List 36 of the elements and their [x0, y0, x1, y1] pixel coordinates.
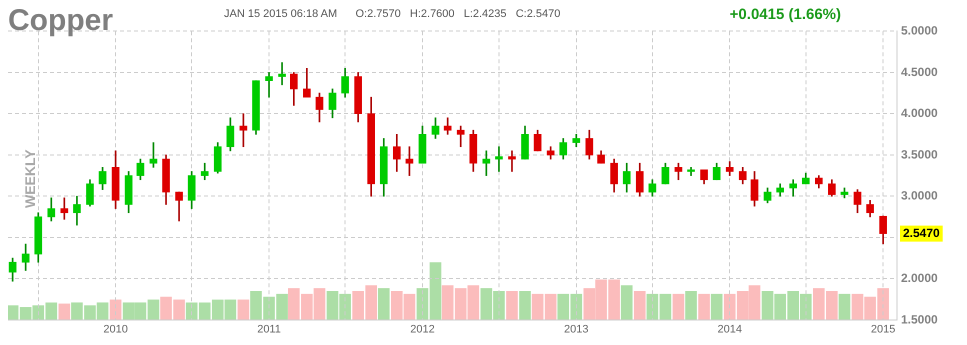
bar — [710, 294, 723, 320]
bar — [634, 290, 646, 320]
x-tick-label: 2011 — [257, 324, 281, 336]
text: 2.5470 — [903, 226, 940, 240]
bar — [506, 290, 518, 320]
candlestick — [265, 72, 273, 98]
x-tick-label: 2014 — [717, 324, 742, 336]
candlestick — [278, 62, 286, 86]
bar — [378, 288, 390, 320]
x-tick-label: 2012 — [410, 324, 435, 336]
bar — [838, 294, 850, 320]
candlestick — [150, 142, 158, 168]
y-axis-title: WEEKLY — [22, 149, 38, 208]
candlestick — [495, 146, 503, 172]
y-tick-label: 5.0000 — [901, 24, 938, 38]
y-tick-label: 3.0000 — [901, 188, 938, 203]
bar — [698, 294, 710, 320]
bar — [685, 290, 697, 320]
y-tick-label: 1.5000 — [901, 312, 938, 326]
text: +0.0415 (1.66%) — [730, 6, 841, 23]
y-tick-label: 4.5000 — [901, 64, 938, 79]
y-tick-label: 2.0000 — [901, 271, 938, 286]
bar — [519, 290, 531, 320]
bar — [110, 300, 122, 320]
x-tick-label: 2015 — [870, 324, 896, 336]
bar — [672, 294, 684, 320]
x-tick-label: 2010 — [103, 324, 128, 336]
y-tick-label: 3.5000 — [901, 147, 938, 162]
candlestick — [508, 150, 516, 172]
bar — [620, 285, 633, 320]
chart-subtitle: JAN 15 2015 06:18 AM O:2.7570 H:2.7600 L:2.4235 C:2.5470 — [224, 8, 560, 20]
y-tick-label: 4.0000 — [901, 106, 938, 120]
chart-title: Copper — [8, 4, 113, 38]
bar — [58, 304, 70, 320]
x-tick-label: 2013 — [564, 324, 589, 336]
bar — [238, 300, 250, 320]
